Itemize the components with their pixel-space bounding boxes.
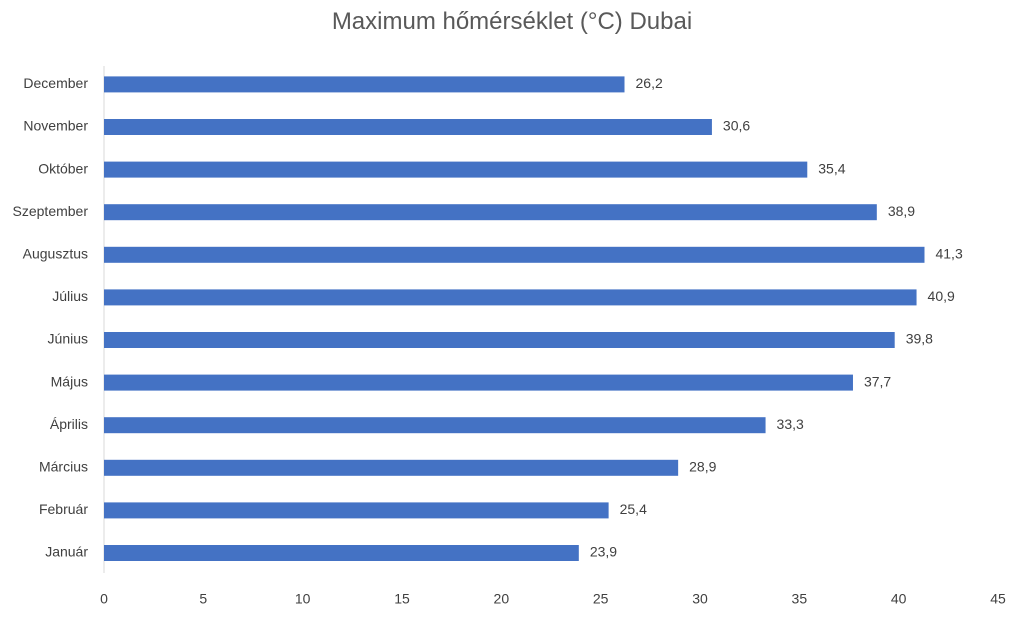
bar (104, 289, 917, 306)
category-label: Szeptember (13, 203, 89, 219)
bar (104, 204, 877, 221)
category-label: Január (45, 544, 88, 560)
chart-title: Maximum hőmérséklet (°C) Dubai (331, 8, 693, 35)
data-label: 35,4 (818, 160, 845, 176)
data-label: 30,6 (723, 118, 750, 134)
bar (104, 246, 925, 263)
x-tick-label: 20 (494, 591, 510, 607)
data-label: 37,7 (864, 373, 891, 389)
data-label: 38,9 (888, 203, 915, 219)
bar (104, 502, 609, 519)
category-label: Augusztus (23, 246, 88, 262)
data-label: 26,2 (636, 75, 663, 91)
category-label: Július (52, 288, 88, 304)
category-labels: Január Február Március Április Május Június Jú… (13, 75, 89, 560)
category-label: Április (50, 416, 88, 432)
x-tick-labels: 0 5 10 15 20 25 30 35 40 45 (100, 591, 1006, 607)
category-label: Május (51, 373, 88, 389)
data-label: 39,8 (906, 331, 933, 347)
data-label: 40,9 (928, 288, 955, 304)
data-label: 23,9 (590, 544, 617, 560)
category-label: Március (39, 459, 88, 475)
x-tick-label: 30 (692, 591, 708, 607)
data-label: 25,4 (620, 501, 647, 517)
bar (104, 417, 766, 434)
value-labels: 23,9 25,4 28,9 33,3 37,7 39,8 40,9 41,3 38,9 35,4… (590, 75, 963, 560)
data-label: 41,3 (935, 246, 962, 262)
data-label: 28,9 (689, 459, 716, 475)
x-tick-label: 40 (891, 591, 907, 607)
category-label: Június (48, 331, 88, 347)
category-label: Október (38, 160, 88, 176)
bar (104, 76, 625, 93)
bar (104, 545, 579, 561)
category-label: November (23, 118, 88, 134)
bar (104, 332, 895, 348)
x-tick-label: 35 (792, 591, 808, 607)
category-label: Február (39, 501, 88, 517)
bar (104, 374, 853, 391)
x-tick-label: 45 (990, 591, 1006, 607)
bar (104, 459, 679, 476)
x-tick-label: 5 (199, 591, 207, 607)
x-tick-label: 25 (593, 591, 609, 607)
category-label: December (23, 75, 88, 91)
bars-group (104, 76, 925, 561)
x-tick-label: 10 (295, 591, 311, 607)
x-tick-label: 15 (394, 591, 410, 607)
data-label: 33,3 (777, 416, 804, 432)
bar (104, 119, 712, 135)
x-tick-label: 0 (100, 591, 108, 607)
bar (104, 161, 808, 178)
